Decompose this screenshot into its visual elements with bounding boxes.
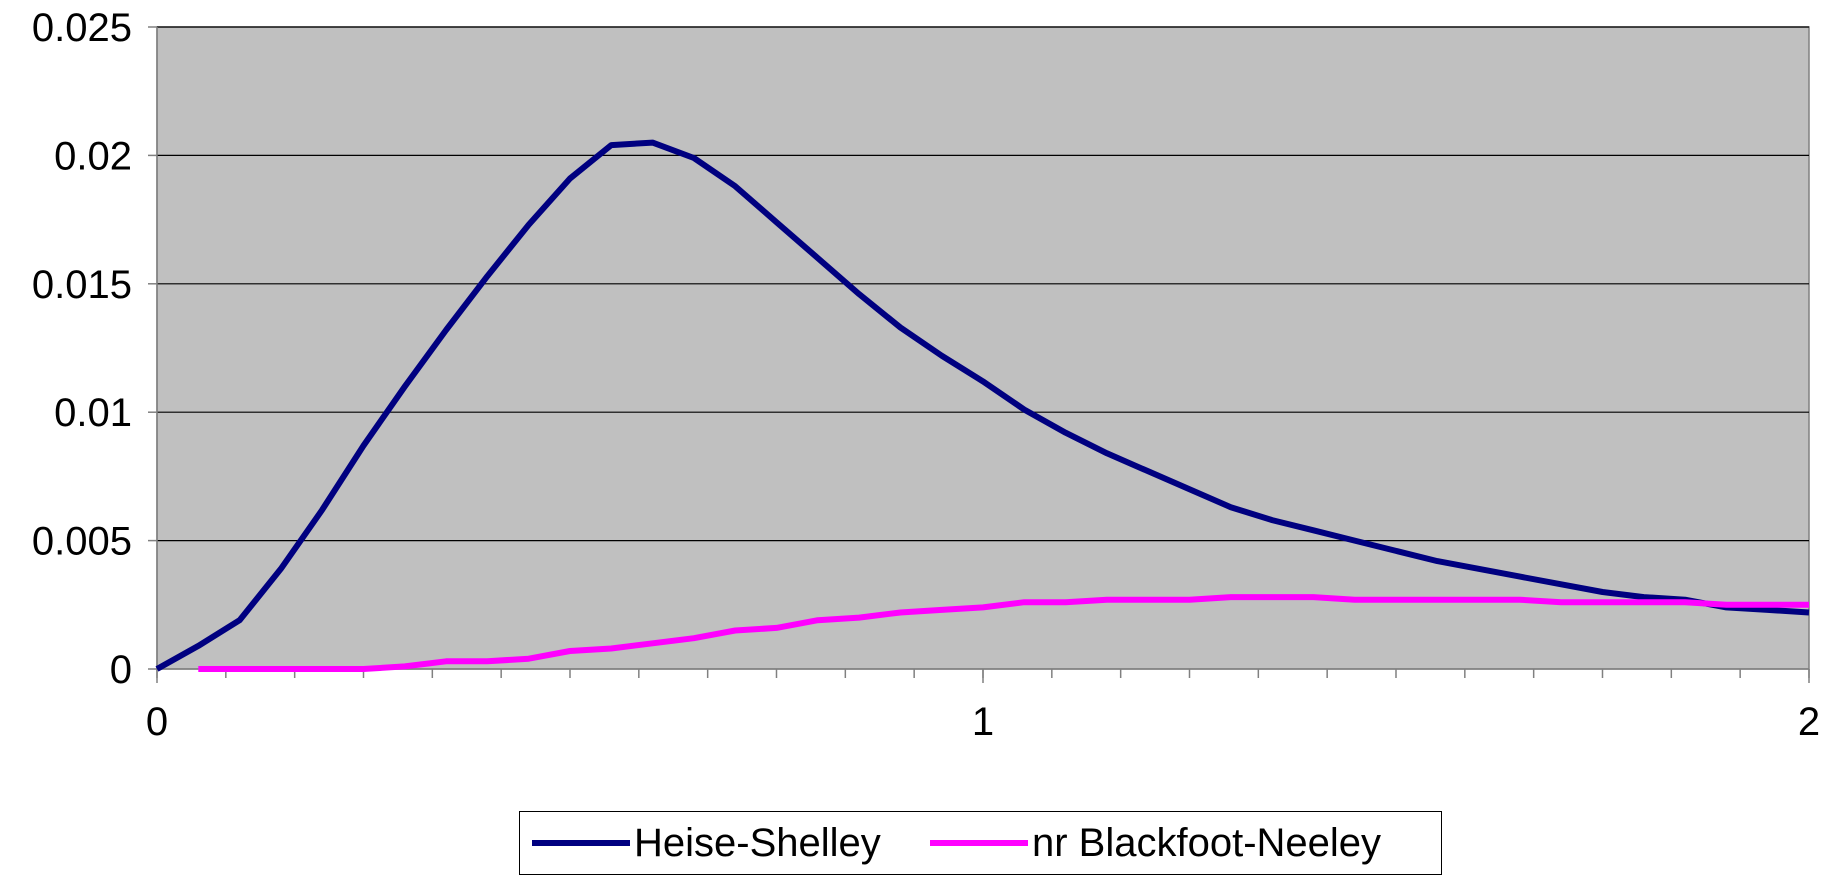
tick-labels: 0 0.005 0.01 0.015 0.02 0.025 0 1 2	[32, 6, 1820, 744]
x-tick-label: 2	[1798, 700, 1820, 744]
x-tick-label: 1	[972, 700, 994, 744]
legend-item-heise-shelley: Heise-Shelley	[532, 812, 881, 874]
y-tick-label: 0.01	[54, 391, 132, 435]
y-tick-label: 0.02	[54, 134, 132, 178]
y-tick-label: 0.015	[32, 263, 132, 307]
legend-swatch-heise-shelley	[532, 840, 630, 846]
series-line-heise-shelley	[155, 139, 1810, 672]
legend-label: nr Blackfoot-Neeley	[1032, 820, 1382, 865]
y-tick-label: 0.025	[32, 6, 132, 50]
axes	[148, 26, 1810, 683]
gridlines	[157, 26, 1809, 542]
legend-label: Heise-Shelley	[634, 820, 881, 865]
series-lines	[155, 139, 1810, 672]
plot-area	[156, 26, 1810, 670]
legend: Heise-Shelley nr Blackfoot-Neeley	[519, 811, 1442, 875]
legend-swatch-nr-blackfoot-neeley	[930, 840, 1028, 846]
series-line-nr-blackfoot-neeley	[198, 594, 1809, 672]
y-tick-label: 0.005	[32, 520, 132, 564]
legend-item-nr-blackfoot-neeley: nr Blackfoot-Neeley	[930, 812, 1381, 874]
x-tick-label: 0	[146, 700, 168, 744]
y-tick-label: 0	[110, 648, 132, 692]
